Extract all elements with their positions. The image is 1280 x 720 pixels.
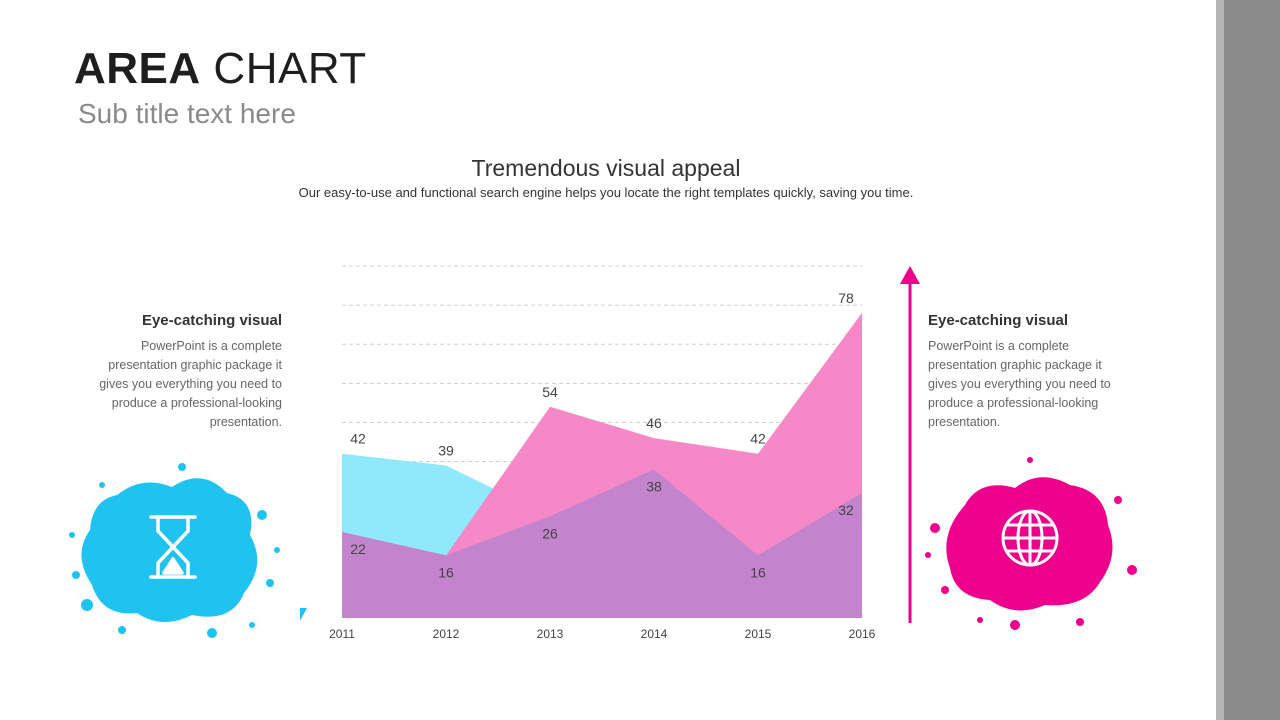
series-area-overlap <box>342 469 862 618</box>
x-tick-label: 2014 <box>641 627 668 641</box>
data-label: 26 <box>542 525 558 541</box>
data-label: 16 <box>750 564 766 580</box>
data-label: 78 <box>838 290 854 306</box>
left-heading: Eye-catching visual <box>141 312 282 329</box>
right-body: PowerPoint is a complete presentation gr… <box>928 339 1111 429</box>
left-text-block: Eye-catching visual PowerPoint is a comp… <box>82 312 282 432</box>
data-label: 42 <box>350 431 366 447</box>
data-label: 16 <box>438 564 454 580</box>
data-label: 22 <box>350 541 366 557</box>
up-arrow-head <box>900 266 920 284</box>
magenta-splash <box>925 457 1137 630</box>
data-label: 54 <box>542 384 558 400</box>
x-tick-label: 2015 <box>745 627 772 641</box>
chart-data-labels: 42 39 26 38 16 32 22 16 54 46 42 78 <box>350 290 854 580</box>
cyan-splash <box>69 463 280 638</box>
x-tick-label: 2012 <box>433 627 460 641</box>
x-tick-label: 2013 <box>537 627 564 641</box>
down-arrow-head <box>300 608 307 621</box>
globe-icon <box>1001 509 1059 567</box>
section-description: Our easy-to-use and functional search en… <box>298 185 914 200</box>
data-label: 42 <box>750 431 766 447</box>
data-label: 39 <box>438 442 454 458</box>
x-tick-label: 2011 <box>329 627 355 641</box>
hourglass-icon <box>149 515 197 579</box>
left-body: PowerPoint is a complete presentation gr… <box>99 339 282 429</box>
data-label: 32 <box>838 502 854 518</box>
right-text-block: Eye-catching visual PowerPoint is a comp… <box>928 312 1128 432</box>
page-title: AREA CHART <box>74 44 367 93</box>
chart-areas <box>342 312 862 618</box>
x-tick-label: 2016 <box>849 627 876 641</box>
page-subtitle: Sub title text here <box>78 98 296 129</box>
right-texture-border <box>1216 0 1280 720</box>
chart-x-axis: 2011 2012 2013 2014 2015 2016 <box>329 627 876 641</box>
right-heading: Eye-catching visual <box>928 312 1069 329</box>
section-heading: Tremendous visual appeal <box>471 155 741 181</box>
data-label: 38 <box>646 478 662 494</box>
data-label: 46 <box>646 415 662 431</box>
